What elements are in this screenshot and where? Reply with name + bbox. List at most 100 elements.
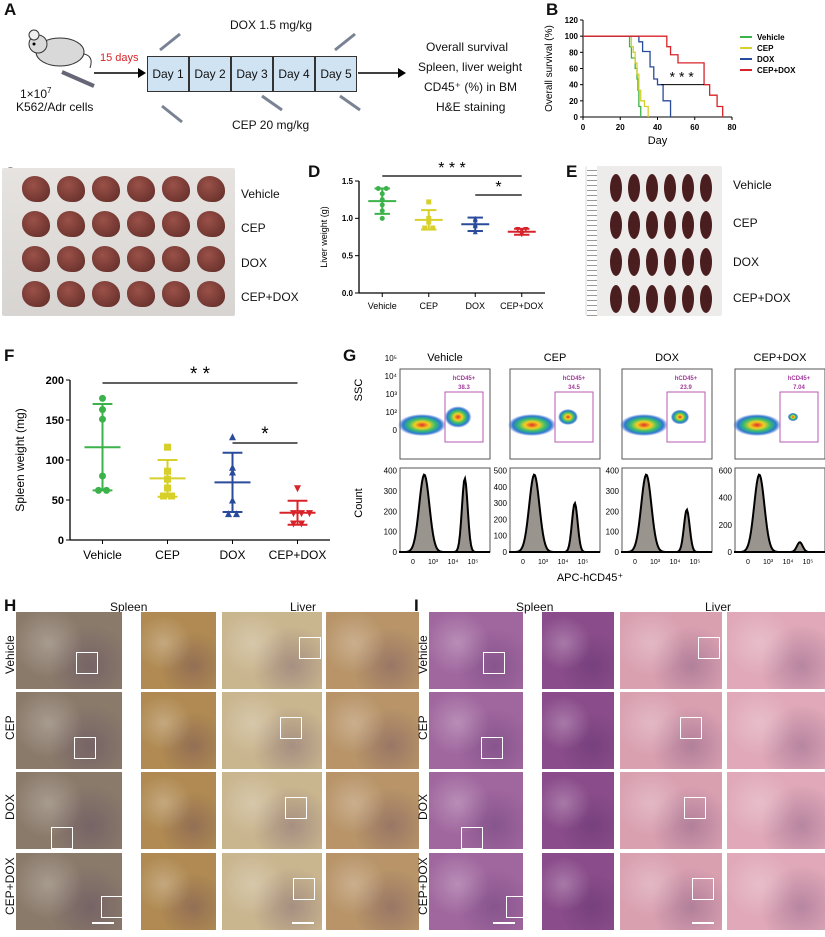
ruler [587,166,597,316]
dot-plot-frame [399,368,491,460]
count-tick-label: 400 [384,467,398,476]
ihc-micrograph [141,612,216,689]
sample-title: DOX [655,352,680,364]
positive-population [670,409,690,425]
count-tick-label: 100 [384,528,398,537]
he-micrograph [620,772,722,849]
panel-label-a: A [4,0,17,19]
cep-dose: CEP 20 mg/kg [232,118,310,132]
day-3: Day 3 [231,56,273,92]
ihc-micrograph [16,692,122,769]
negative-population [620,414,668,436]
outcome-he: H&E staining [436,100,506,114]
panel-label-b: B [546,0,559,19]
liver-specimen [197,211,225,237]
liver-specimen [162,176,190,202]
spleen-specimen [682,211,694,239]
liver-specimen [92,281,120,307]
ihc-micrograph [141,853,216,930]
interval-label: 15 days [100,52,139,64]
arrow-icon [358,68,406,78]
ihc-row-label: DOX [3,794,17,821]
data-point [164,443,171,451]
i-column-liver: Liver [705,600,732,614]
hist-x-tick-label: 10⁴ [558,559,569,566]
ssc-tick-label: 10³ [385,390,397,399]
scale-bar [292,922,314,924]
ihc-micrograph [326,772,419,849]
ihc-micrograph [16,772,122,849]
y-tick-label: 0 [574,113,579,122]
gate-percent: 34.5 [568,385,580,391]
y-tick-label: 120 [565,16,579,25]
gate [444,391,484,443]
panel-label-g: G [343,346,357,365]
histogram-3 [734,473,825,553]
he-micrograph [620,692,722,769]
y-axis-label: Overall survival (%) [544,25,555,112]
scale-bar [92,922,114,924]
spleen-specimen [664,211,676,239]
x-tick-label: 60 [690,123,699,132]
significance-label: * * [190,364,211,385]
survival-line-3 [583,35,724,117]
panel-label-d: D [308,162,321,181]
gate-label: hCD45+ [788,376,811,382]
panel-label-e: E [566,162,578,181]
he-micrograph [727,612,825,689]
spleen-specimen [610,174,622,202]
spleen-specimen [646,285,658,313]
outcome-survival: Overall survival [426,40,509,54]
dox-dose: DOX 1.5 mg/kg [230,18,313,32]
panel-label-i: I [414,596,419,615]
ssc-tick-label: 0 [393,426,398,435]
row-label-cep: CEP [241,221,266,235]
gate-label: hCD45+ [675,376,698,382]
ihc-micrograph [326,853,419,930]
sample-title: Vehicle [427,352,462,364]
spleen-specimen [628,248,640,276]
data-point [422,225,428,231]
hist-x-tick-label: 10⁴ [670,559,681,566]
outcome-cd45: CD45⁺ (%) in BM [424,80,518,94]
liver-specimen [197,246,225,272]
positive-population [558,409,578,425]
row-label-vehicle: Vehicle [241,187,280,201]
hist-x-tick-label: 10³ [538,559,549,566]
count-tick-label: 0 [503,548,508,557]
y-axis-label: Spleen weight (mg) [13,408,27,511]
liver-photo [2,168,235,316]
ihc-row-label: CEP [3,715,17,741]
liver-specimen [22,176,50,202]
ihc-micrograph [16,853,122,930]
legend-label: CEP+DOX [757,66,796,75]
zoom-region-box [298,637,321,659]
liver-specimen [92,246,120,272]
row-label-dox: DOX [733,255,760,269]
he-micrograph [542,853,614,930]
day-4: Day 4 [273,56,315,92]
cell-line: K562/Adr cells [16,100,94,114]
data-point [225,510,232,518]
survival-chart: 0 20 40 60 80 0 20 40 60 80 100 120 Day Overall survi… [544,16,796,147]
histogram-0 [399,473,490,554]
day-2: Day 2 [189,56,231,92]
negative-population [508,414,556,436]
zoom-region-box [483,652,505,674]
syringe-icon [61,70,95,88]
liver-specimen [92,211,120,237]
he-row-label: Vehicle [416,634,430,674]
liver-specimen [57,176,85,202]
liver-specimen [22,246,50,272]
x-tick-label: CEP [155,548,180,562]
he-micrograph [542,772,614,849]
data-point [99,394,106,402]
he-micrograph [542,692,614,769]
histogram-frame [734,467,825,553]
count-tick-label: 200 [606,507,620,516]
x-tick-label: CEP [419,301,438,311]
liver-specimen [162,281,190,307]
spleen-specimen [682,174,694,202]
count-tick-label: 100 [606,528,620,537]
x-tick-label: DOX [219,548,245,562]
